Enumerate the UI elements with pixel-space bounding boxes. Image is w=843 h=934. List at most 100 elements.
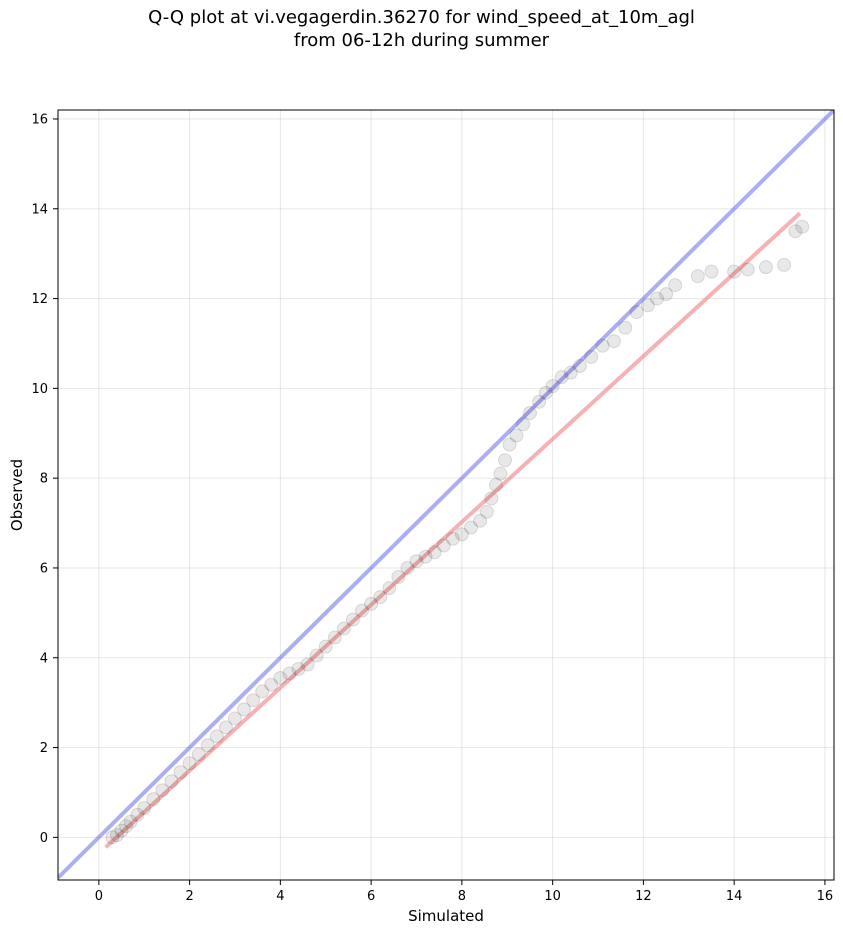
- quantile-point: [355, 603, 370, 618]
- quantile-point: [336, 621, 351, 636]
- quantile-point: [300, 657, 315, 672]
- quantile-point: [704, 264, 719, 279]
- quantile-point: [146, 792, 161, 807]
- quantile-point: [327, 630, 342, 645]
- quantile-point: [795, 219, 810, 234]
- regression-line: [104, 211, 802, 849]
- quantile-point: [522, 406, 537, 421]
- quantile-point: [218, 720, 233, 735]
- quantile-point: [584, 349, 599, 364]
- quantile-point: [436, 538, 451, 553]
- quantile-point: [758, 260, 773, 275]
- x-tick-label: 0: [95, 889, 103, 904]
- quantile-point: [502, 437, 517, 452]
- x-tick-label: 14: [726, 889, 743, 904]
- quantile-point: [137, 801, 152, 816]
- y-tick-label: 10: [31, 382, 48, 397]
- quantile-point: [427, 545, 442, 560]
- quantile-point: [650, 291, 665, 306]
- quantile-point: [629, 305, 644, 320]
- quantile-point: [488, 477, 503, 492]
- y-tick-label: 16: [31, 112, 48, 127]
- chart-title: Q-Q plot at vi.vegagerdin.36270 for wind…: [148, 7, 695, 51]
- quantile-point: [572, 358, 587, 373]
- quantile-point: [309, 648, 324, 663]
- quantile-point: [554, 370, 569, 385]
- quantile-point: [173, 765, 188, 780]
- quantile-point: [182, 756, 197, 771]
- quantile-point: [538, 385, 553, 400]
- quantile-point: [391, 569, 406, 584]
- quantile-point: [123, 814, 138, 829]
- y-tick-label: 8: [40, 472, 48, 487]
- quantile-point: [606, 334, 621, 349]
- y-tick-label: 2: [40, 741, 48, 756]
- x-tick-label: 2: [185, 889, 193, 904]
- quantile-point: [114, 823, 129, 838]
- quantile-point: [788, 224, 803, 239]
- quantile-point: [255, 684, 270, 699]
- x-tick-label: 16: [817, 889, 834, 904]
- y-tick-label: 4: [40, 651, 48, 666]
- axes: 0 2 4 6 8 10 12 14 16 0 2 4 6 8 10 12 14 16: [31, 109, 835, 904]
- quantile-point: [282, 666, 297, 681]
- quantile-point: [509, 428, 524, 443]
- x-tick-label: 8: [458, 889, 466, 904]
- quantile-point: [291, 661, 306, 676]
- x-tick-label: 6: [367, 889, 375, 904]
- x-axis-label: Simulated: [408, 907, 484, 925]
- quantile-point: [227, 711, 242, 726]
- y-tick-label: 6: [40, 561, 48, 576]
- quantile-point: [409, 554, 424, 569]
- quantile-point: [640, 298, 655, 313]
- quantile-point: [516, 417, 531, 432]
- quantile-point: [273, 670, 288, 685]
- quantile-point: [532, 394, 547, 409]
- quantile-point: [659, 287, 674, 302]
- quantile-point: [493, 466, 508, 481]
- plot-frame: [57, 109, 835, 881]
- quantile-point: [445, 531, 460, 546]
- quantile-points: [105, 219, 810, 845]
- quantile-point: [727, 264, 742, 279]
- y-axis-label: Observed: [8, 459, 26, 531]
- quantile-point: [668, 278, 683, 293]
- quantile-point: [164, 774, 179, 789]
- quantile-point: [479, 504, 494, 519]
- quantile-point: [595, 338, 610, 353]
- quantile-point: [484, 491, 499, 506]
- quantile-point: [155, 783, 170, 798]
- quantile-point: [690, 269, 705, 284]
- x-tick-label: 12: [635, 889, 652, 904]
- quantile-point: [345, 612, 360, 627]
- quantile-point: [473, 513, 488, 528]
- quantile-point: [777, 257, 792, 272]
- quantile-point: [364, 596, 379, 611]
- y-tick-label: 12: [31, 292, 48, 307]
- quantile-point: [463, 520, 478, 535]
- y-tick-label: 0: [40, 831, 48, 846]
- quantile-point: [318, 639, 333, 654]
- quantile-point: [246, 693, 261, 708]
- quantile-point: [209, 729, 224, 744]
- y-tick-label: 14: [31, 202, 48, 217]
- quantile-point: [740, 262, 755, 277]
- quantile-point: [200, 738, 215, 753]
- quantile-point: [563, 365, 578, 380]
- quantile-point: [545, 379, 560, 394]
- quantile-point: [373, 590, 388, 605]
- quantile-point: [264, 677, 279, 692]
- quantile-point: [191, 747, 206, 762]
- quantile-point: [105, 830, 120, 845]
- quantile-point: [109, 828, 124, 843]
- quantile-point: [497, 453, 512, 468]
- quantile-point: [400, 560, 415, 575]
- quantile-point: [119, 819, 134, 834]
- reference-lines: [58, 110, 834, 880]
- quantile-point: [618, 320, 633, 335]
- quantile-point: [237, 702, 252, 717]
- x-tick-label: 4: [276, 889, 284, 904]
- quantile-point: [454, 527, 469, 542]
- x-tick-label: 10: [544, 889, 561, 904]
